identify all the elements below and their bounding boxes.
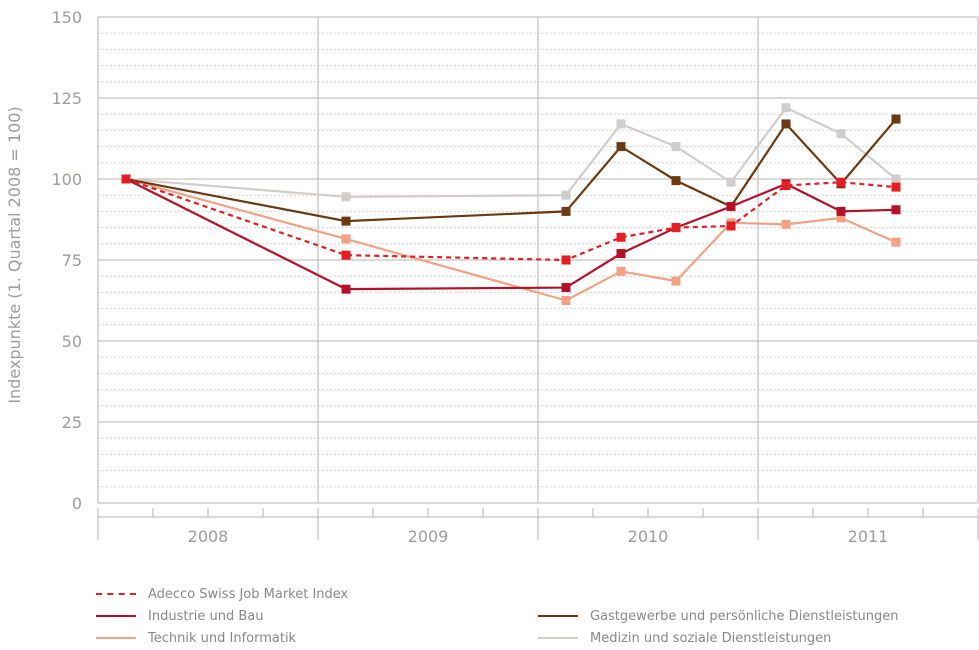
legend-swatch xyxy=(96,615,136,617)
y-tick-label: 25 xyxy=(62,413,82,432)
data-point xyxy=(891,182,901,192)
legend: Adecco Swiss Job Market Index Industrie … xyxy=(96,584,956,648)
data-point xyxy=(616,142,626,152)
data-point xyxy=(891,174,901,184)
data-point xyxy=(891,114,901,124)
data-point xyxy=(781,180,791,190)
legend-label: Adecco Swiss Job Market Index xyxy=(148,586,349,602)
data-point xyxy=(561,296,571,305)
y-tick-label: 125 xyxy=(51,89,82,108)
data-point xyxy=(341,284,351,294)
legend-item-medizin: Medizin und soziale Dienstleistungen xyxy=(538,628,831,648)
y-axis: 0 25 50 75 100 125 150 xyxy=(51,8,82,513)
data-point xyxy=(726,221,736,231)
legend-label: Medizin und soziale Dienstleistungen xyxy=(590,630,832,646)
series-line xyxy=(125,177,897,302)
legend-swatch xyxy=(96,637,136,639)
legend-item-adecco-index: Adecco Swiss Job Market Index xyxy=(96,584,348,604)
legend-item-gastgewerbe: Gastgewerbe und persönliche Dienstleistu… xyxy=(538,606,898,626)
data-point xyxy=(341,234,351,244)
x-tick-label: 2009 xyxy=(408,527,449,546)
legend-item-industrie-bau: Industrie und Bau xyxy=(96,606,264,626)
data-point xyxy=(836,129,846,139)
data-point xyxy=(561,206,571,216)
data-point xyxy=(836,213,846,223)
data-point xyxy=(781,103,791,113)
y-tick-label: 0 xyxy=(72,494,82,513)
series-line xyxy=(125,106,897,198)
data-point xyxy=(561,190,571,200)
data-point xyxy=(891,237,901,247)
data-point xyxy=(836,177,846,187)
y-tick-label: 150 xyxy=(51,8,82,27)
data-point xyxy=(341,250,351,260)
data-point xyxy=(671,176,681,186)
x-tick-label: 2010 xyxy=(628,527,669,546)
data-point xyxy=(616,119,626,129)
data-point xyxy=(671,276,681,286)
data-point xyxy=(561,255,571,265)
data-point xyxy=(341,216,351,226)
y-tick-label: 100 xyxy=(51,170,82,189)
data-point xyxy=(341,192,351,202)
data-point xyxy=(616,249,626,259)
legend-swatch xyxy=(538,637,578,639)
legend-swatch xyxy=(96,593,136,595)
data-point xyxy=(671,142,681,152)
data-point xyxy=(891,205,901,215)
series-line xyxy=(125,118,897,223)
legend-label: Technik und Informatik xyxy=(148,630,297,646)
series-0 xyxy=(121,174,901,265)
data-point xyxy=(671,223,681,233)
x-tick-label: 2008 xyxy=(188,527,229,546)
data-point xyxy=(121,174,131,184)
data-point xyxy=(781,119,791,129)
data-point xyxy=(726,202,736,212)
legend-item-technik-informatik: Technik und Informatik xyxy=(96,628,296,648)
data-point xyxy=(836,206,846,216)
data-point xyxy=(616,266,626,276)
data-point xyxy=(616,232,626,242)
data-point xyxy=(781,219,791,229)
y-tick-label: 50 xyxy=(62,332,82,351)
legend-swatch xyxy=(538,615,578,617)
x-tick-label: 2011 xyxy=(848,527,889,546)
line-chart: 0 25 50 75 100 125 150 2008 2009 2010 2011 Indexp… xyxy=(5,8,979,546)
y-tick-label: 75 xyxy=(62,251,82,270)
legend-label: Gastgewerbe und persönliche Dienstleistu… xyxy=(590,608,899,624)
legend-label: Industrie und Bau xyxy=(148,608,264,624)
series-line xyxy=(125,177,897,262)
series-layer xyxy=(121,103,901,305)
series-2 xyxy=(121,174,901,305)
x-axis: 2008 2009 2010 2011 xyxy=(97,508,979,546)
y-axis-label: Indexpunkte (1. Quartal 2008 = 100) xyxy=(5,106,24,403)
grid xyxy=(97,16,979,504)
data-point xyxy=(561,283,571,293)
data-point xyxy=(726,177,736,187)
